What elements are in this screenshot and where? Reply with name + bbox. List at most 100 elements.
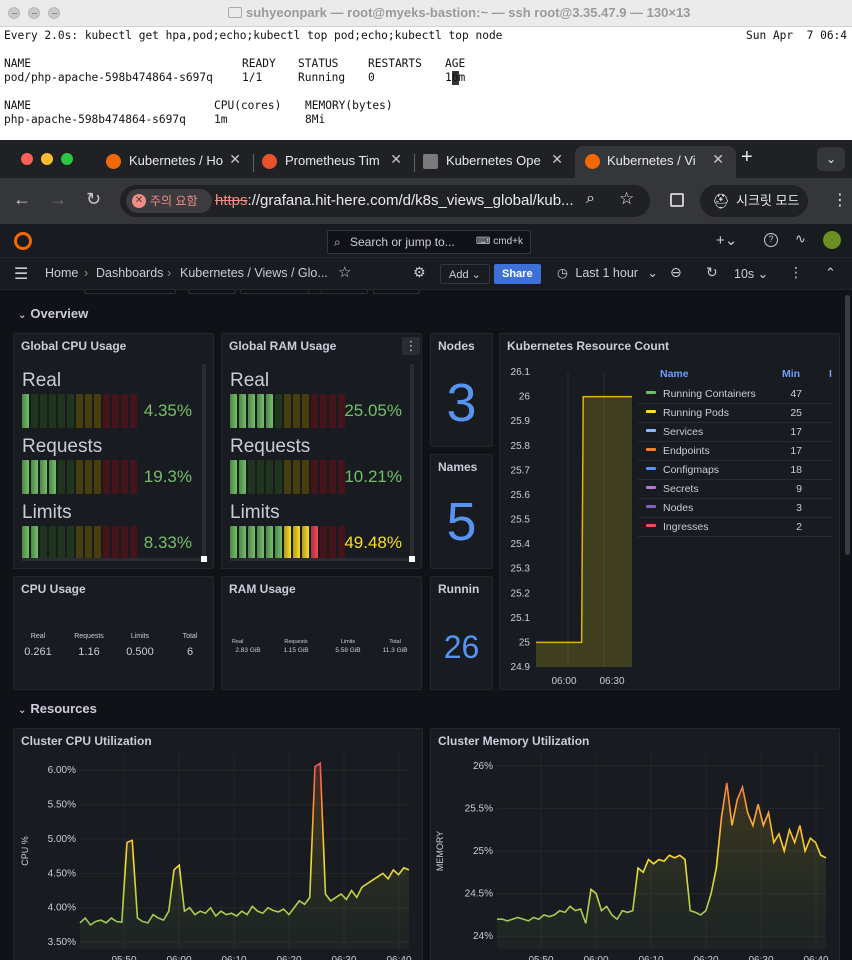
- minimize-window-button[interactable]: [28, 7, 40, 19]
- gauge-segment: [257, 460, 264, 494]
- memory-utilization-chart[interactable]: 26% 25.5% 25% 24.5% 24% 05:50 06:00 06:10 06:20 0…: [431, 729, 840, 960]
- back-icon[interactable]: ←: [13, 189, 31, 209]
- legend-item[interactable]: Services: [646, 426, 703, 438]
- legend-item[interactable]: Configmaps: [646, 464, 719, 476]
- panel-nodes[interactable]: Nodes 3: [430, 333, 493, 447]
- omnibox[interactable]: ✕ 주의 요함 https://grafana.hit-here.com/d/k8…: [120, 185, 650, 217]
- tab-kubernetes-home[interactable]: Kubernetes / Ho ✕: [92, 146, 253, 178]
- panel-namespaces[interactable]: Names 5: [430, 454, 493, 569]
- breadcrumb-home[interactable]: Home: [45, 266, 79, 280]
- zoom-out-icon[interactable]: ⊖: [670, 264, 682, 280]
- y-tick-label: 25.5: [511, 515, 531, 526]
- maximize-window-button[interactable]: [48, 7, 60, 19]
- variable-selector[interactable]: [308, 290, 368, 294]
- security-warning-chip[interactable]: ✕ 주의 요함: [126, 189, 212, 213]
- variable-selector[interactable]: [84, 290, 176, 294]
- row-title: Resources: [30, 701, 97, 716]
- avatar[interactable]: [823, 231, 841, 249]
- help-icon[interactable]: ?: [764, 233, 778, 247]
- legend-item[interactable]: Endpoints: [646, 445, 710, 457]
- resource-count-chart[interactable]: 26.1 26 25.9 25.8 25.7 25.6 25.5 25.4 25.3 25.2 25…: [500, 334, 640, 690]
- new-tab-icon[interactable]: +: [741, 146, 753, 168]
- collapse-toolbar-icon[interactable]: ⌃: [825, 265, 836, 280]
- row-overview[interactable]: ⌄ Overview: [18, 306, 88, 321]
- tab-prometheus[interactable]: Prometheus Tim ✕: [253, 146, 414, 178]
- stat-label-real: Real: [232, 639, 244, 645]
- panel-global-cpu-usage[interactable]: Global CPU Usage Real 4.35% Requests 19.…: [13, 333, 214, 569]
- terminal-title: suhyeonpark — root@myeks-bastion:~ — ssh…: [228, 5, 690, 20]
- scrollbar[interactable]: [230, 558, 410, 561]
- url-text[interactable]: https://grafana.hit-here.com/d/k8s_views…: [215, 192, 585, 209]
- panel-menu-icon[interactable]: ⋮: [402, 337, 420, 355]
- panel-global-ram-usage[interactable]: Global RAM Usage ⋮ Real 25.05% Requests …: [221, 333, 422, 569]
- more-options-icon[interactable]: ⋮: [789, 264, 803, 280]
- star-icon[interactable]: ☆: [338, 264, 352, 281]
- resize-handle[interactable]: [201, 556, 207, 562]
- gauge-bar-real: [230, 394, 345, 428]
- panel-kubernetes-resource-count[interactable]: Kubernetes Resource Count 26.1 26 25.9 25.8…: [499, 333, 840, 690]
- forward-icon[interactable]: →: [49, 189, 67, 209]
- grafana-logo-icon[interactable]: [14, 232, 32, 250]
- scrollbar[interactable]: [845, 295, 850, 555]
- stat-label-total: Total: [389, 639, 401, 645]
- panel-running-pods[interactable]: Runnin 26: [430, 576, 493, 690]
- gauge-value-limits: 49.48%: [344, 533, 402, 552]
- legend-item[interactable]: Ingresses: [646, 521, 709, 533]
- add-button[interactable]: Add ⌄: [440, 264, 490, 284]
- share-button[interactable]: Share: [494, 264, 541, 284]
- legend-item[interactable]: Secrets: [646, 483, 699, 495]
- resize-handle[interactable]: [409, 556, 415, 562]
- legend-item[interactable]: Running Pods: [646, 407, 729, 419]
- legend-divider: [638, 441, 832, 442]
- time-picker[interactable]: ◷ Last 1 hour ⌄: [557, 266, 658, 280]
- close-tab-icon[interactable]: ✕: [229, 151, 241, 167]
- reload-icon[interactable]: ↻: [86, 189, 102, 209]
- panel-title: CPU Usage: [21, 582, 86, 596]
- tab-kubernetes-operations[interactable]: Kubernetes Ope ✕: [414, 146, 575, 178]
- panel-ram-usage-stats[interactable]: RAM Usage Real Requests Limits Total 2.8…: [221, 576, 422, 690]
- browser-menu-icon[interactable]: ⋮: [832, 192, 848, 209]
- side-panel-icon[interactable]: [670, 193, 684, 207]
- scrollbar[interactable]: [22, 558, 202, 561]
- search-input[interactable]: ⌕ Search or jump to... ⌨ cmd+k: [327, 230, 531, 254]
- close-tab-icon[interactable]: ✕: [551, 151, 563, 167]
- legend-item[interactable]: Running Containers: [646, 388, 756, 400]
- bookmark-star-icon[interactable]: ☆: [619, 189, 635, 208]
- variable-selector[interactable]: [373, 290, 420, 294]
- menu-hamburger-icon[interactable]: ☰: [14, 266, 29, 283]
- panel-cluster-memory-utilization[interactable]: Cluster Memory Utilization 26% 25.5% 25% 24…: [430, 728, 840, 960]
- settings-gear-icon[interactable]: ⚙: [413, 264, 426, 280]
- panel-cluster-cpu-utilization[interactable]: Cluster CPU Utilization 6.00% 5.50% 5.00% 4…: [13, 728, 423, 960]
- scrollbar[interactable]: [410, 364, 414, 560]
- stat-value-real: 2.83 GiB: [235, 647, 261, 654]
- close-window-button[interactable]: [8, 7, 20, 19]
- close-tab-icon[interactable]: ✕: [712, 151, 724, 167]
- tab-kubernetes-views[interactable]: Kubernetes / Vi ✕: [575, 146, 736, 178]
- minimize-window-button[interactable]: [41, 153, 53, 165]
- scrollbar[interactable]: [202, 364, 206, 560]
- close-tab-icon[interactable]: ✕: [390, 151, 402, 167]
- close-window-button[interactable]: [21, 153, 33, 165]
- panel-cpu-usage-stats[interactable]: CPU Usage Real Requests Limits Total 0.2…: [13, 576, 214, 690]
- stat-value-total: 6: [186, 646, 194, 658]
- cpu-utilization-chart[interactable]: 6.00% 5.50% 5.00% 4.50% 4.00% 3.50% 05:50 06:00…: [14, 729, 423, 960]
- gauge-segment: [40, 460, 47, 494]
- new-plus-icon[interactable]: +⌄: [716, 232, 738, 249]
- legend-header-min[interactable]: Min: [782, 368, 801, 380]
- breadcrumb-dashboards[interactable]: Dashboards: [96, 266, 164, 280]
- row-resources[interactable]: ⌄ Resources: [18, 701, 97, 716]
- maximize-window-button[interactable]: [61, 153, 73, 165]
- tab-search-icon[interactable]: ⌄: [817, 147, 845, 171]
- y-tick-label: 25.5%: [465, 803, 493, 814]
- x-tick-label: 06:10: [221, 955, 246, 960]
- refresh-icon[interactable]: ↻: [706, 264, 718, 280]
- news-rss-icon[interactable]: ∿: [795, 231, 806, 246]
- legend-header-name[interactable]: Name: [660, 368, 689, 380]
- chevron-down-icon: ⌄: [18, 310, 27, 321]
- legend-item[interactable]: Nodes: [646, 502, 693, 514]
- incognito-indicator[interactable]: ⛑ 시크릿 모드: [700, 185, 808, 217]
- refresh-interval-picker[interactable]: 10s ⌄: [734, 267, 769, 281]
- variable-selector[interactable]: [240, 290, 322, 294]
- zoom-search-icon[interactable]: ⌕: [586, 190, 595, 207]
- variable-selector[interactable]: [188, 290, 236, 294]
